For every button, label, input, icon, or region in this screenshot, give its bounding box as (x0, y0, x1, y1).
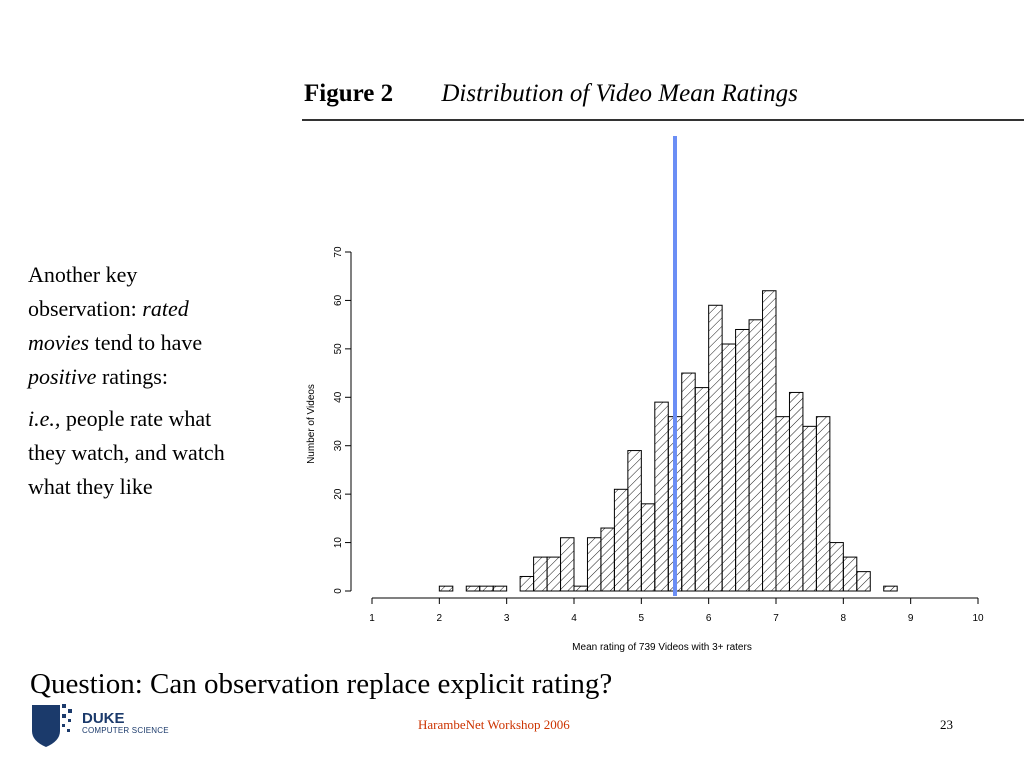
x-tick-label: 2 (437, 613, 443, 624)
histogram-bar (694, 387, 710, 592)
x-axis-ticks: 1 2 3 4 5 6 7 8 9 10 (369, 598, 984, 624)
y-axis-label: Number of Videos (306, 384, 317, 464)
histogram-bar (533, 556, 548, 592)
histogram-bar (627, 450, 642, 592)
page-number: 23 (940, 717, 953, 732)
x-tick-label: 4 (571, 613, 577, 624)
histogram-bar (519, 575, 535, 592)
histogram-bar (748, 319, 764, 592)
x-tick-label: 6 (706, 613, 712, 624)
x-tick-label: 9 (908, 613, 914, 624)
histogram-bars (438, 290, 898, 592)
side-text: Another key observation: rated movies te… (28, 258, 248, 512)
histogram-bar (802, 425, 817, 592)
x-tick-label: 5 (639, 613, 645, 624)
y-tick-label: 60 (333, 294, 344, 306)
duke-shield-icon (32, 704, 72, 747)
histogram-bar (613, 488, 629, 592)
x-tick-label: 3 (504, 613, 510, 624)
logo-name: DUKE (82, 710, 125, 727)
histogram-bar (735, 328, 750, 592)
histogram-bar (492, 585, 508, 592)
histogram-bar (560, 537, 575, 592)
ie-emphasis: i.e., (28, 406, 61, 431)
observation-paragraph: Another key observation: rated movies te… (28, 258, 248, 394)
histogram-bar (829, 542, 844, 592)
histogram-bar (465, 585, 481, 592)
histogram-bar (856, 571, 871, 592)
y-tick-label: 0 (333, 588, 344, 594)
histogram-bar (775, 416, 790, 592)
y-tick-label: 10 (333, 537, 344, 549)
figure-header: Figure 2 Distribution of Video Mean Rati… (304, 80, 798, 108)
observation-text-2: tend to have (89, 330, 203, 355)
x-tick-label: 8 (841, 613, 847, 624)
histogram-bar (842, 556, 858, 592)
logo-text: DUKE COMPUTER SCIENCE (82, 711, 169, 736)
figure-label: Figure 2 (304, 80, 394, 107)
header-rule (302, 119, 1024, 121)
histogram-bar (546, 556, 562, 592)
histogram-bar (815, 416, 831, 592)
histogram-bar (721, 343, 737, 592)
histogram-bar (762, 290, 777, 592)
histogram-bar (681, 372, 696, 592)
x-tick-label: 7 (773, 613, 779, 624)
y-tick-label: 30 (333, 440, 344, 452)
histogram-bar (654, 401, 669, 592)
ie-paragraph: i.e., people rate what they watch, and w… (28, 402, 248, 504)
logo-dept: COMPUTER SCIENCE (82, 726, 169, 735)
observation-text-3: ratings: (96, 364, 168, 389)
histogram-bar (600, 527, 615, 592)
y-tick-label: 20 (333, 488, 344, 500)
y-tick-label: 40 (333, 391, 344, 403)
histogram-bar (883, 585, 898, 592)
histogram-bar (586, 537, 602, 592)
histogram-bar (479, 585, 494, 592)
histogram-chart: 1 2 3 4 5 6 7 8 9 10 0 10 20 30 40 50 60 70 Mean rating … (306, 136, 984, 653)
observation-text-1: Another key observation: (28, 262, 143, 321)
histogram-bar (573, 585, 588, 592)
duke-cs-logo: DUKE COMPUTER SCIENCE (30, 701, 230, 751)
histogram-bar (640, 503, 656, 592)
histogram-bar (438, 585, 454, 592)
x-tick-label: 1 (369, 613, 375, 624)
y-axis-ticks: 0 10 20 30 40 50 60 70 (333, 246, 351, 594)
x-tick-label: 10 (972, 613, 984, 624)
figure-title: Distribution of Video Mean Ratings (441, 80, 798, 107)
y-tick-label: 50 (333, 343, 344, 355)
ie-text: people rate what they watch, and watch w… (28, 406, 225, 499)
question-text: Question: Can observation replace explic… (30, 668, 613, 700)
x-axis-label: Mean rating of 739 Videos with 3+ raters (572, 642, 752, 653)
observation-emphasis-positive: positive (28, 364, 97, 389)
y-tick-label: 70 (333, 246, 344, 258)
histogram-bar (708, 304, 723, 592)
histogram-bar (788, 391, 804, 592)
observation-emphasis-rated: rated movies (28, 296, 189, 355)
footer-workshop: HarambeNet Workshop 2006 (418, 717, 570, 732)
